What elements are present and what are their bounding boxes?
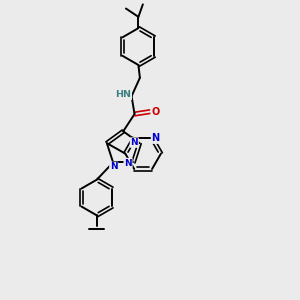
Text: O: O <box>151 107 160 117</box>
Text: N: N <box>130 138 138 147</box>
Text: HN: HN <box>115 90 131 99</box>
Text: N: N <box>124 159 132 168</box>
Text: N: N <box>152 133 160 143</box>
Text: N: N <box>110 162 118 171</box>
